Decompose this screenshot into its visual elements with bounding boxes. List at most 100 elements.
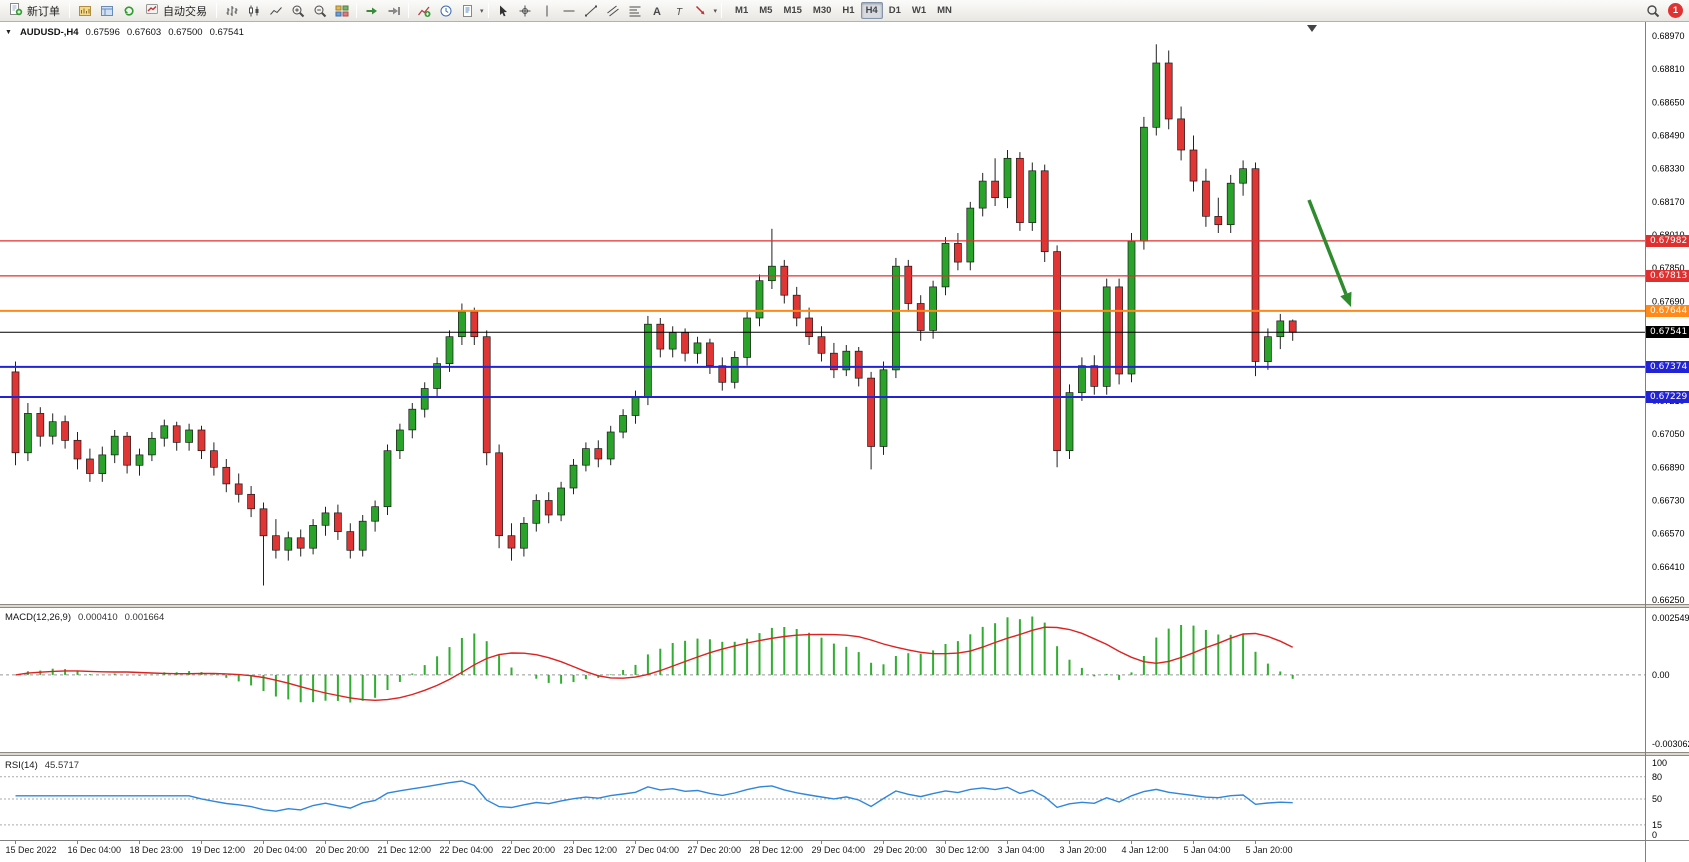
svg-text:A: A [653,6,661,18]
svg-text:20 Dec 04:00: 20 Dec 04:00 [254,845,308,855]
time-axis: 15 Dec 2022 16 Dec 04:00 18 Dec 23:00 19 De… [6,840,1293,855]
text-tool-button[interactable]: A [647,1,668,20]
svg-text:5 Jan 20:00: 5 Jan 20:00 [1246,845,1293,855]
svg-text:19 Dec 12:00: 19 Dec 12:00 [192,845,246,855]
svg-text:16 Dec 04:00: 16 Dec 04:00 [68,845,122,855]
chart-high-value: 0.67603 [126,27,162,38]
timeframe-h4-button[interactable]: H4 [860,2,883,19]
svg-text:0.67050: 0.67050 [1652,429,1685,439]
svg-text:15 Dec 2022: 15 Dec 2022 [6,845,57,855]
svg-text:20 Dec 20:00: 20 Dec 20:00 [316,845,370,855]
rsi-label: RSI(14) [5,760,38,771]
templates-dropdown-icon[interactable]: ▾ [480,7,484,15]
timeframe-w1-button[interactable]: W1 [911,5,927,16]
panel-splitters[interactable] [0,604,1689,756]
svg-text:29 Dec 04:00: 29 Dec 04:00 [812,845,866,855]
svg-text:-0.003062: -0.003062 [1652,739,1689,749]
periods-button[interactable] [435,1,456,20]
svg-text:0.68010: 0.68010 [1652,230,1685,240]
templates-button[interactable] [457,1,478,20]
macd-main-value: 0.000410 [78,612,118,623]
svg-text:3 Jan 20:00: 3 Jan 20:00 [1060,845,1107,855]
rsi-value: 45.5717 [44,760,80,771]
macd-title: MACD(12,26,9) 0.000410 0.001664 [5,612,164,623]
svg-text:T: T [676,7,683,18]
chart-shift-button[interactable] [383,1,404,20]
svg-text:80: 80 [1652,772,1662,782]
svg-text:0.66890: 0.66890 [1652,462,1685,472]
add-indicator-button[interactable] [413,1,434,20]
svg-text:27 Dec 20:00: 27 Dec 20:00 [688,845,742,855]
timeframe-m15-button[interactable]: M15 [783,5,802,16]
timeframe-m5-button[interactable]: M5 [759,5,773,16]
new-order-button[interactable]: 新订单 [4,1,65,20]
arrow-tool-button[interactable] [691,1,712,20]
chart-open-value: 0.67596 [85,27,120,38]
label-tool-button[interactable]: T [669,1,690,20]
auto-scroll-button[interactable] [361,1,382,20]
timeframe-m1-button[interactable]: M1 [735,5,749,16]
auto-trading-button[interactable]: 自动交易 [140,1,212,20]
vertical-line-tool-button[interactable] [537,1,558,20]
timeframe-mn-button[interactable]: MN [937,5,952,16]
horizontal-line-tool-button[interactable] [559,1,580,20]
svg-text:0.68330: 0.68330 [1652,164,1685,174]
zoom-out-button[interactable] [309,1,330,20]
timeframe-m30-button[interactable]: M30 [812,5,832,16]
svg-text:0.00: 0.00 [1652,670,1670,680]
timeframe-d1-button[interactable]: D1 [888,5,901,16]
timeframe-h1-button[interactable]: H1 [842,5,855,16]
svg-text:15: 15 [1652,820,1662,830]
crosshair-tool-button[interactable] [515,1,536,20]
svg-text:28 Dec 12:00: 28 Dec 12:00 [750,845,804,855]
svg-text:50: 50 [1652,794,1662,804]
chart-close-value: 0.67541 [209,27,244,38]
new-order-label: 新订单 [27,5,60,18]
arrow-tool-dropdown-icon[interactable]: ▾ [713,7,718,15]
chart-dropdown-icon[interactable]: ▼ [5,29,12,36]
price-lines[interactable] [0,240,1645,398]
svg-text:22 Dec 04:00: 22 Dec 04:00 [440,845,494,855]
fibonacci-tool-button[interactable] [625,1,646,20]
svg-text:30 Dec 12:00: 30 Dec 12:00 [936,845,990,855]
timeframe-group: M1 M5 M15 M30 H1 H4 D1 W1 MN [730,2,957,19]
svg-text:3 Jan 04:00: 3 Jan 04:00 [998,845,1045,855]
svg-text:0.66250: 0.66250 [1652,595,1685,605]
cursor-tool-button[interactable] [493,1,514,20]
auto-trading-label: 自动交易 [163,5,207,18]
svg-text:0.68810: 0.68810 [1652,64,1685,74]
svg-text:29 Dec 20:00: 29 Dec 20:00 [874,845,928,855]
macd-signal-value: 0.001664 [124,612,165,623]
trendline-tool-button[interactable] [581,1,602,20]
channel-tool-button[interactable] [603,1,624,20]
toolbar-separator [721,3,723,18]
bar-chart-type-button[interactable] [221,1,242,20]
tile-windows-button[interactable] [331,1,352,20]
svg-text:0.67370: 0.67370 [1652,363,1685,373]
new-order-icon [9,2,23,19]
svg-text:0.68970: 0.68970 [1652,31,1685,41]
toolbar-separator [487,3,489,18]
toolbar: 新订单 自动交易 ▾ A T ▾ M1 M5 M15 M30 H1 H4 D1 W1 MN 1 [0,0,1689,22]
svg-text:0.66410: 0.66410 [1652,562,1685,572]
rsi-title: RSI(14) 45.5717 [5,760,79,771]
line-chart-type-button[interactable] [265,1,286,20]
svg-text:0.67690: 0.67690 [1652,296,1685,306]
chart-low-value: 0.67500 [168,27,203,38]
notification-badge[interactable]: 1 [1668,3,1683,18]
svg-text:5 Jan 04:00: 5 Jan 04:00 [1184,845,1231,855]
candlestick-type-button[interactable] [243,1,264,20]
candlesticks [11,44,1297,586]
annotation-arrow[interactable] [1307,199,1352,307]
refresh-icon[interactable] [118,1,139,20]
toolbar-separator [408,3,409,18]
search-icon[interactable] [1642,1,1663,20]
charts-button[interactable] [74,1,95,20]
svg-text:0.66570: 0.66570 [1652,529,1685,539]
svg-text:22 Dec 20:00: 22 Dec 20:00 [502,845,556,855]
chart-shift-marker[interactable] [1307,25,1317,32]
zoom-in-button[interactable] [287,1,308,20]
svg-text:0.67210: 0.67210 [1652,396,1685,406]
profiles-button[interactable] [96,1,117,20]
